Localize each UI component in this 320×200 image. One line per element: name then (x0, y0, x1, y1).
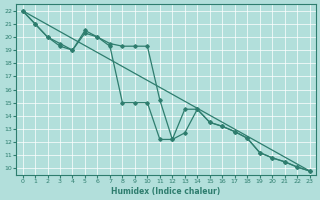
X-axis label: Humidex (Indice chaleur): Humidex (Indice chaleur) (111, 187, 221, 196)
